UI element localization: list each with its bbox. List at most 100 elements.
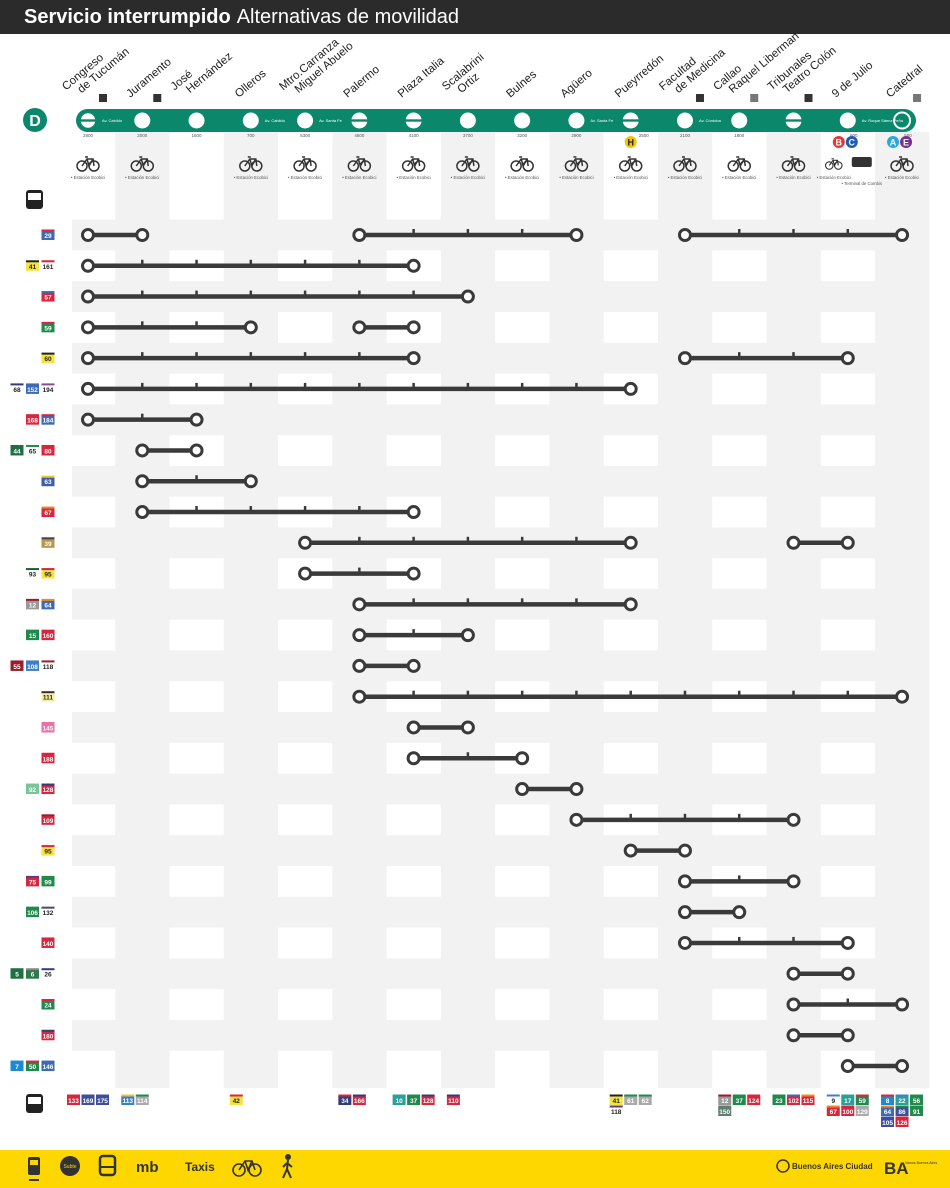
station-name: Olleros — [233, 68, 269, 101]
route-endpoint — [352, 658, 367, 673]
route-segment[interactable] — [298, 535, 638, 550]
station-10[interactable] — [621, 112, 640, 129]
route-segment[interactable] — [840, 1059, 910, 1074]
station-marker — [188, 112, 205, 129]
station-1[interactable] — [134, 112, 151, 129]
transfer-bar — [79, 119, 97, 122]
svg-text:H: H — [627, 138, 634, 148]
bus-line-number: 7 — [15, 1064, 19, 1071]
bus-line-badge: 39 — [41, 537, 55, 548]
bus-line-badge: 175 — [96, 1094, 109, 1105]
route-segment[interactable] — [786, 1028, 855, 1043]
station-11[interactable] — [676, 112, 693, 129]
bus-line-number: 24 — [44, 1003, 52, 1010]
bus-line-badge: 124 — [747, 1094, 761, 1105]
bus-line-number: 132 — [43, 910, 54, 917]
bus-line-number: 59 — [859, 1098, 867, 1105]
bus-line-badge: 34 — [338, 1094, 352, 1105]
route-segment[interactable] — [352, 320, 421, 335]
station-4[interactable] — [297, 112, 314, 129]
route-segment[interactable] — [81, 381, 638, 396]
elevator-icon — [913, 94, 922, 102]
station-name: Bulnes — [504, 68, 539, 100]
street-number: 900 — [850, 133, 858, 138]
station-name-line: 9 de Julio — [830, 59, 875, 100]
bus-line-number: 55 — [13, 664, 21, 671]
svg-text:E: E — [903, 138, 909, 148]
station-marker — [297, 112, 314, 129]
bus-line-number: 37 — [410, 1098, 418, 1105]
route-segment[interactable] — [81, 258, 421, 273]
route-endpoint — [298, 535, 313, 550]
bus-line-badge: 86 — [895, 1105, 909, 1116]
station-6[interactable] — [404, 112, 423, 129]
route-segment[interactable] — [298, 566, 421, 581]
wheelchair-icon — [99, 94, 107, 102]
route-endpoint — [786, 997, 801, 1012]
route-segment[interactable] — [81, 320, 258, 335]
route-segment[interactable] — [352, 689, 910, 704]
route-segment[interactable] — [135, 443, 204, 458]
bus-line-number: 105 — [882, 1120, 893, 1127]
route-segment[interactable] — [786, 535, 855, 550]
station-7[interactable] — [459, 112, 476, 129]
bike-icon — [401, 156, 426, 172]
route-segment[interactable] — [135, 505, 421, 520]
station-0[interactable] — [79, 111, 97, 130]
station-13[interactable] — [784, 112, 803, 129]
route-segment[interactable] — [569, 812, 801, 827]
bus-line-badge: 6 — [26, 968, 39, 979]
bus-line-number: 12 — [29, 602, 37, 609]
route-endpoint — [135, 443, 150, 458]
route-endpoint — [406, 505, 421, 520]
route-segment[interactable] — [135, 474, 258, 489]
route-segment[interactable] — [81, 412, 204, 427]
bus-line-number: 9 — [831, 1098, 835, 1105]
route-endpoint — [677, 874, 692, 889]
station-2[interactable] — [188, 112, 205, 129]
route-endpoint — [623, 843, 638, 858]
station-8[interactable] — [514, 112, 531, 129]
route-segment[interactable] — [81, 289, 475, 304]
route-segment[interactable] — [406, 720, 475, 735]
route-segment[interactable] — [81, 351, 421, 366]
route-endpoint — [569, 812, 584, 827]
route-segment[interactable] — [352, 658, 421, 673]
route-segment[interactable] — [677, 874, 801, 889]
station-3[interactable] — [242, 112, 259, 129]
bike-icon — [76, 156, 100, 172]
bus-line-number: 41 — [29, 264, 37, 271]
route-segment[interactable] — [677, 935, 855, 950]
route-segment[interactable] — [515, 782, 584, 797]
route-segment[interactable] — [786, 997, 910, 1012]
route-segment[interactable] — [81, 228, 150, 242]
street-label: Av. Córdoba — [699, 118, 722, 123]
route-endpoint — [243, 474, 258, 489]
route-segment[interactable] — [352, 628, 475, 643]
station-14[interactable] — [839, 112, 856, 129]
station-5[interactable] — [350, 112, 369, 129]
bus-line-number: 64 — [884, 1109, 892, 1116]
route-segment[interactable] — [677, 228, 910, 242]
route-segment[interactable] — [352, 597, 638, 612]
street-label: Av. Roque Sáenz Peña — [862, 118, 904, 123]
bike-icon — [239, 156, 263, 172]
route-segment[interactable] — [406, 751, 530, 766]
route-segment[interactable] — [677, 351, 855, 366]
route-endpoint — [352, 689, 367, 704]
bus-line-badge: 68 — [10, 383, 24, 394]
terminal-ring — [79, 111, 97, 130]
station-9[interactable] — [568, 112, 585, 129]
route-segment[interactable] — [786, 966, 855, 981]
bus-line-number: 160 — [43, 633, 54, 640]
bus-line-number: 12 — [721, 1098, 729, 1105]
street-number: 4100 — [409, 133, 420, 138]
route-segment[interactable] — [352, 228, 584, 242]
street-label: Av. Cabildo — [265, 118, 286, 123]
route-segment[interactable] — [623, 843, 692, 858]
station-15[interactable] — [893, 111, 912, 130]
svg-text:C: C — [849, 138, 856, 148]
route-endpoint — [840, 1028, 855, 1043]
route-segment[interactable] — [677, 905, 747, 920]
station-12[interactable] — [731, 112, 748, 129]
